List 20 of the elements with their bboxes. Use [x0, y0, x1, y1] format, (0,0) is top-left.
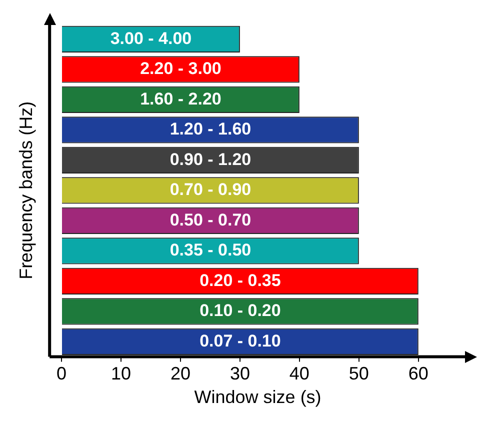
- x-tick-label: 20: [170, 364, 190, 384]
- x-tick-label: 10: [110, 364, 131, 384]
- x-tick-label: 50: [348, 364, 369, 384]
- y-tick-label: 0.90 - 1.20: [170, 150, 252, 169]
- y-tick-label: 0.20 - 0.35: [200, 270, 281, 290]
- y-tick-label: 0.07 - 0.10: [200, 331, 281, 350]
- y-tick-label: 2.20 - 3.00: [140, 59, 222, 78]
- y-tick-label: 0.50 - 0.70: [170, 210, 252, 230]
- y-tick-label: 1.60 - 2.20: [140, 89, 222, 108]
- x-tick-label: 0: [56, 364, 67, 384]
- y-tick-label: 0.35 - 0.50: [170, 240, 252, 260]
- y-axis-title: Frequency bands (Hz): [16, 101, 36, 280]
- y-tick-label: 0.10 - 0.20: [200, 301, 281, 320]
- x-axis-title: Window size (s): [194, 387, 322, 408]
- x-tick-label: 60: [408, 364, 428, 384]
- y-tick-label: 1.20 - 1.60: [170, 120, 252, 139]
- y-tick-label: 3.00 - 4.00: [110, 28, 192, 48]
- y-tick-label: 0.70 - 0.90: [170, 180, 252, 200]
- x-tick-label: 30: [230, 364, 250, 384]
- x-tick-label: 40: [289, 364, 310, 384]
